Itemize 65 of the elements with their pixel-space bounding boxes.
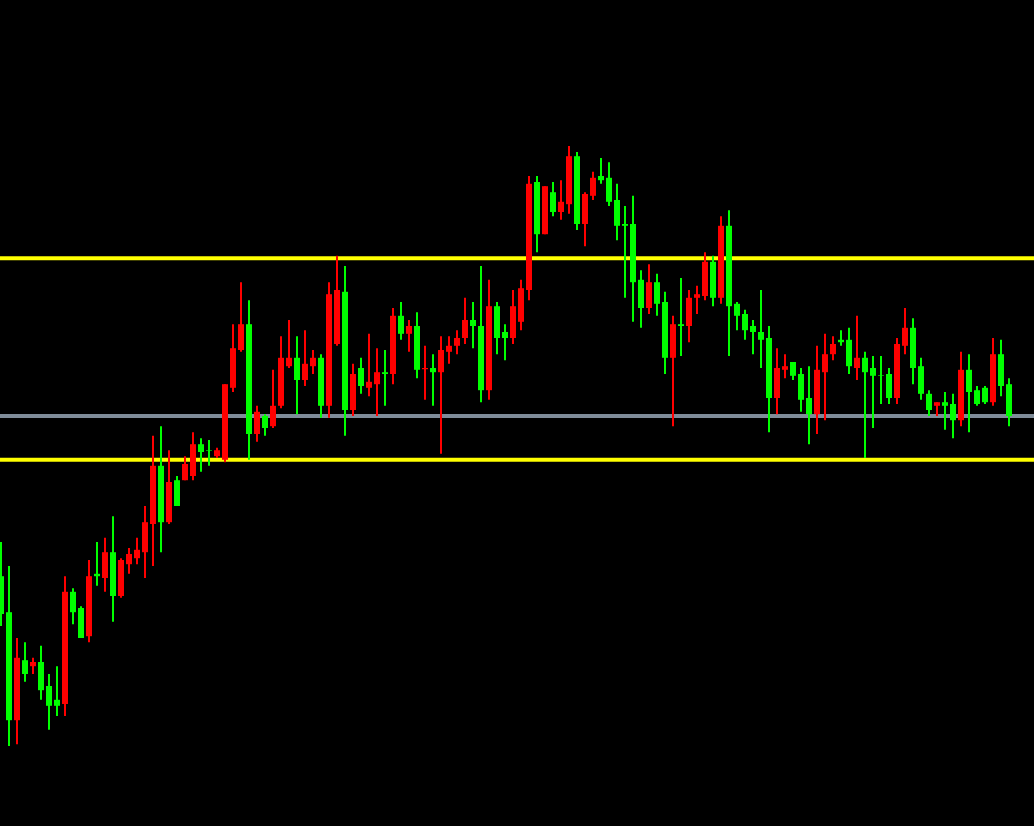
candlestick (350, 362, 356, 417)
candlestick (878, 355, 884, 405)
candlestick (550, 181, 556, 218)
candlestick (102, 536, 108, 593)
candlestick (118, 557, 124, 599)
candlestick (270, 368, 276, 429)
candlestick (278, 335, 284, 410)
candlestick (990, 337, 996, 407)
candlestick (886, 367, 892, 405)
candlestick (470, 301, 476, 350)
candlestick (446, 335, 452, 365)
candlestick (750, 319, 756, 356)
candlestick (398, 301, 404, 341)
candlestick (294, 335, 300, 416)
candlestick (374, 347, 380, 417)
candlestick (942, 391, 948, 431)
candlestick (870, 355, 876, 429)
candlestick (430, 353, 436, 407)
candlestick (198, 437, 204, 473)
candlestick (742, 308, 748, 341)
candlestick (950, 392, 956, 440)
candlestick (702, 251, 708, 302)
candlestick (814, 344, 820, 435)
candlestick (966, 353, 972, 434)
candlestick (622, 205, 628, 299)
candlestick (686, 289, 692, 344)
candlestick (382, 349, 388, 407)
candlestick (846, 326, 852, 375)
candlestick (190, 431, 196, 482)
candlestick (54, 665, 60, 717)
candlestick (318, 353, 324, 419)
candlestick (38, 644, 44, 701)
candlestick (310, 349, 316, 375)
candlestick (862, 350, 868, 459)
candlestick (262, 413, 268, 437)
candlestick (254, 404, 260, 443)
candlestick (678, 277, 684, 357)
candlestick (454, 329, 460, 356)
candlestick (366, 332, 372, 398)
candlestick (358, 356, 364, 395)
candlestick (774, 347, 780, 416)
candlestick (414, 311, 420, 380)
candlestick (166, 449, 172, 525)
candlestick (830, 335, 836, 362)
candlestick (510, 289, 516, 345)
candlestick (910, 317, 916, 386)
candlestick (174, 475, 180, 507)
candlestick (302, 329, 308, 387)
candlestick (206, 439, 212, 467)
candlestick (670, 314, 676, 428)
candlestick (462, 296, 468, 345)
candlestick (710, 254, 716, 308)
candlestick (438, 335, 444, 455)
candlestick (798, 367, 804, 413)
candlestick (110, 515, 116, 623)
candlestick (494, 301, 500, 356)
candlestick (854, 314, 860, 381)
candlestick (646, 263, 652, 315)
candlestick (806, 365, 812, 446)
candlestick (406, 319, 412, 353)
candlestick (22, 641, 28, 683)
candlestick (566, 145, 572, 215)
candlestick (822, 332, 828, 422)
candlestick (614, 182, 620, 242)
candlestick (926, 389, 932, 417)
